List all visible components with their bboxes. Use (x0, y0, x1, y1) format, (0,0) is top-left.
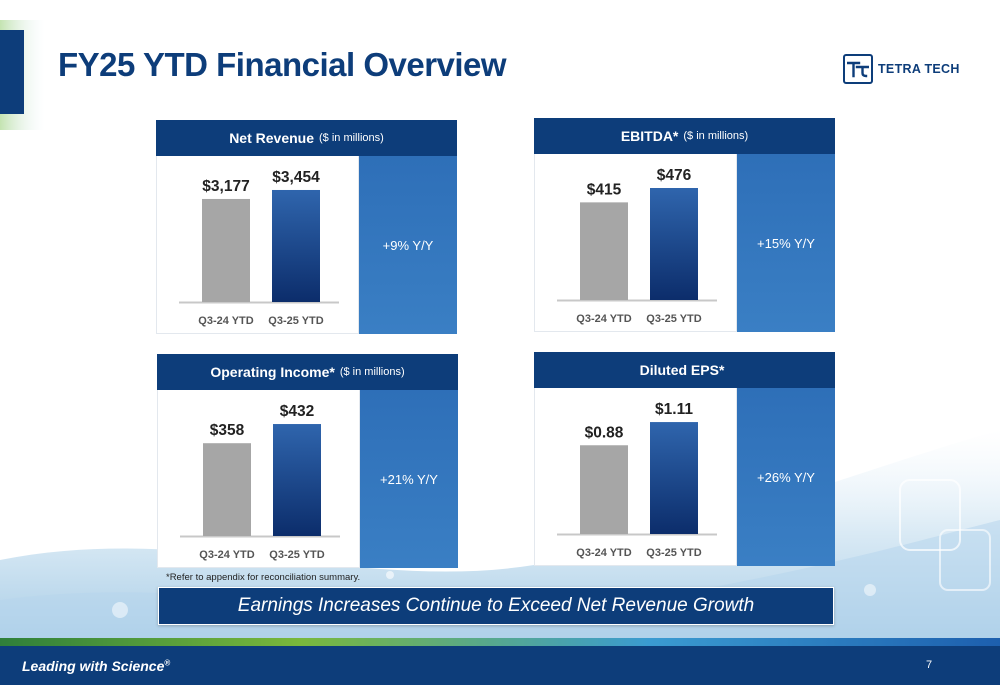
bar-q3-24-ytd (580, 202, 628, 300)
chart-subtitle: ($ in millions) (339, 366, 405, 378)
tagline-text: Leading with Science (22, 658, 165, 674)
tick-label: Q3-25 YTD (268, 315, 323, 327)
ebitda-chart-svg: $415 Q3-24 YTD $476 Q3-25 YTD (557, 167, 717, 325)
bar-chart: $0.88 Q3-24 YTD $1.11 Q3-25 YTD (534, 388, 737, 566)
panel-header: EBITDA* ($ in millions) (534, 118, 835, 154)
data-label: $3,177 (202, 178, 249, 195)
bar-q3-24-ytd (202, 198, 250, 302)
panel-header: Net Revenue ($ in millions) (156, 120, 457, 156)
tick-label: Q3-24 YTD (199, 549, 254, 561)
chart-subtitle: ($ in millions) (683, 130, 749, 142)
tick-label: Q3-25 YTD (269, 549, 324, 561)
tick-label: Q3-25 YTD (646, 547, 701, 559)
tick-label: Q3-24 YTD (576, 313, 631, 325)
operating-income-chart-svg: $358 Q3-24 YTD $432 Q3-25 YTD (180, 403, 340, 561)
bar-q3-25-ytd (650, 422, 698, 534)
data-label: $0.88 (585, 424, 624, 441)
summary-banner: Earnings Increases Continue to Exceed Ne… (158, 587, 834, 625)
diluted-eps-chart-svg: $0.88 Q3-24 YTD $1.11 Q3-25 YTD (557, 401, 717, 559)
footnote: *Refer to appendix for reconciliation su… (166, 572, 361, 583)
page-title: FY25 YTD Financial Overview (58, 46, 507, 83)
bar-q3-24-ytd (203, 443, 251, 536)
growth-badge: +9% Y/Y (359, 156, 457, 334)
growth-badge: +21% Y/Y (360, 390, 458, 568)
net-revenue-chart-svg: $3,177 Q3-24 YTD $3,454 Q3-25 YTD (179, 169, 339, 327)
data-label: $358 (210, 422, 245, 439)
tick-label: Q3-24 YTD (198, 315, 253, 327)
chart-title: Diluted EPS* (639, 362, 725, 378)
chart-title: Operating Income* (210, 364, 335, 380)
footer-stripe (0, 638, 1000, 646)
registered-mark: ® (164, 658, 171, 668)
data-label: $432 (280, 403, 314, 420)
bar-chart: $415 Q3-24 YTD $476 Q3-25 YTD (534, 154, 737, 332)
growth-badge: +26% Y/Y (737, 388, 835, 566)
page-number: 7 (926, 659, 933, 671)
title-accent-block (0, 30, 24, 114)
bar-chart: $358 Q3-24 YTD $432 Q3-25 YTD (157, 390, 360, 568)
tick-label: Q3-25 YTD (646, 313, 701, 325)
tagline: Leading with Science® (22, 658, 170, 674)
company-logo: TETRA TECH (843, 54, 960, 84)
bar-q3-25-ytd (272, 189, 320, 302)
chart-title: Net Revenue (229, 130, 314, 146)
bar-q3-24-ytd (580, 445, 628, 534)
bar-q3-25-ytd (273, 424, 321, 536)
footer-bar: Leading with Science® 7 (0, 646, 1000, 685)
chart-title: EBITDA* (620, 128, 679, 144)
diluted-eps-panel: Diluted EPS* $0.88 Q3-24 YTD $1.11 Q3-25 YT… (534, 352, 835, 566)
growth-badge: +15% Y/Y (737, 154, 835, 332)
panel-header: Diluted EPS* (534, 352, 835, 388)
operating-income-panel: Operating Income* ($ in millions) $358 Q3… (157, 354, 458, 568)
net-revenue-panel: Net Revenue ($ in millions) $3,177 Q3-24 … (156, 120, 457, 334)
data-label: $415 (587, 181, 622, 198)
panel-header: Operating Income* ($ in millions) (157, 354, 458, 390)
data-label: $1.11 (655, 401, 693, 418)
tt-logo-icon (843, 54, 873, 84)
logo-text: TETRA TECH (878, 62, 960, 76)
ebitda-panel: EBITDA* ($ in millions) $415 Q3-24 YTD $47… (534, 118, 835, 332)
bar-chart: $3,177 Q3-24 YTD $3,454 Q3-25 YTD (156, 156, 359, 334)
bar-q3-25-ytd (650, 188, 698, 300)
data-label: $3,454 (272, 169, 320, 186)
data-label: $476 (657, 167, 692, 184)
tick-label: Q3-24 YTD (576, 547, 631, 559)
chart-subtitle: ($ in millions) (319, 132, 384, 144)
